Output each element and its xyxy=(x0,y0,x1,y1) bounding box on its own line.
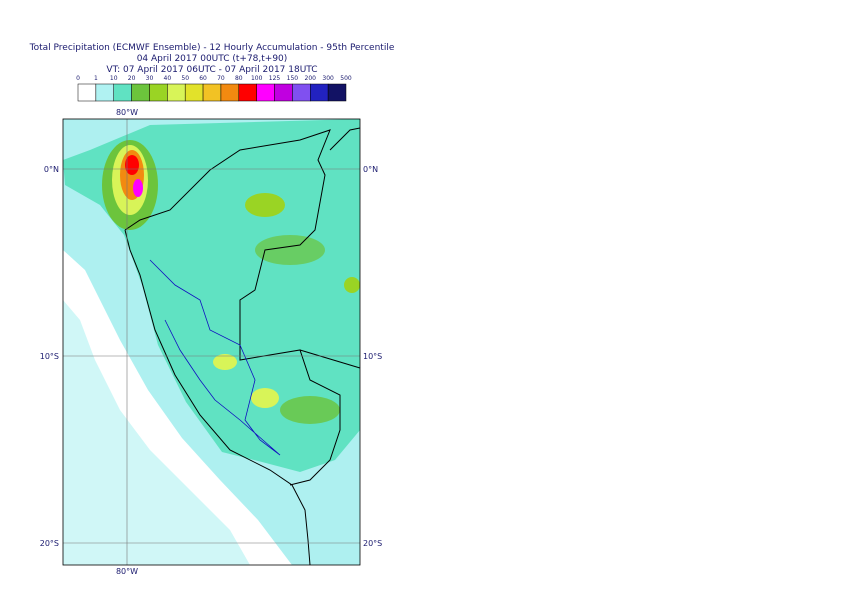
lat-label: 0°N xyxy=(44,165,59,174)
frame xyxy=(62,118,361,566)
legend-label: 20 xyxy=(128,75,136,82)
rain-blobs xyxy=(102,140,360,424)
borders xyxy=(124,129,341,486)
lat-label: 0°N xyxy=(363,165,378,174)
legend: 0 1 10 20 30 40 50 60 70 80 100 125 150 200 300 500 xyxy=(76,75,352,102)
legend-swatch xyxy=(292,83,311,102)
regions xyxy=(149,259,281,456)
legend-swatch xyxy=(77,83,97,102)
lat-label: 20°S xyxy=(363,539,382,548)
legend-swatch xyxy=(220,83,240,102)
legend-label: 200 xyxy=(305,75,317,82)
lon-label: 80°W xyxy=(116,567,138,576)
map xyxy=(62,118,361,566)
title: Total Precipitation (ECMWF Ensemble) - 1… xyxy=(29,43,395,53)
legend-label: 500 xyxy=(340,75,352,82)
legend-swatch xyxy=(131,83,150,102)
legend-label: 300 xyxy=(322,75,334,82)
legend-label: 100 xyxy=(251,75,263,82)
legend-swatch xyxy=(184,83,204,102)
valid: VT: 07 April 2017 06UTC - 07 April 2017 … xyxy=(106,65,317,75)
legend-swatch xyxy=(238,83,257,102)
legend-label: 30 xyxy=(146,75,154,82)
coastline xyxy=(124,229,311,566)
legend-swatch xyxy=(95,83,114,102)
legend-label: 70 xyxy=(217,75,225,82)
sea-band xyxy=(63,300,250,565)
legend-swatch xyxy=(202,83,222,102)
legend-label: 0 xyxy=(76,75,80,82)
legend-swatch xyxy=(310,83,329,102)
legend-swatch xyxy=(167,83,186,102)
run: 04 April 2017 00UTC (t+78,t+90) xyxy=(137,54,288,64)
legend-label: 50 xyxy=(181,75,189,82)
legend-label: 80 xyxy=(235,75,243,82)
legend-swatch xyxy=(274,83,293,102)
lat-label: 10°S xyxy=(40,352,59,361)
legend-label: 40 xyxy=(164,75,172,82)
legend-swatch xyxy=(256,83,275,102)
lat-label: 10°S xyxy=(363,352,382,361)
lat-label: 20°S xyxy=(40,539,59,548)
legend-label: 60 xyxy=(199,75,207,82)
legend-swatch xyxy=(113,83,132,102)
legend-swatch xyxy=(327,83,347,102)
legend-label: 125 xyxy=(269,75,281,82)
legend-label: 10 xyxy=(110,75,118,82)
legend-label: 1 xyxy=(94,75,98,82)
legend-swatch xyxy=(149,83,168,102)
lon-label: 80°W xyxy=(116,108,138,117)
legend-label: 150 xyxy=(287,75,299,82)
